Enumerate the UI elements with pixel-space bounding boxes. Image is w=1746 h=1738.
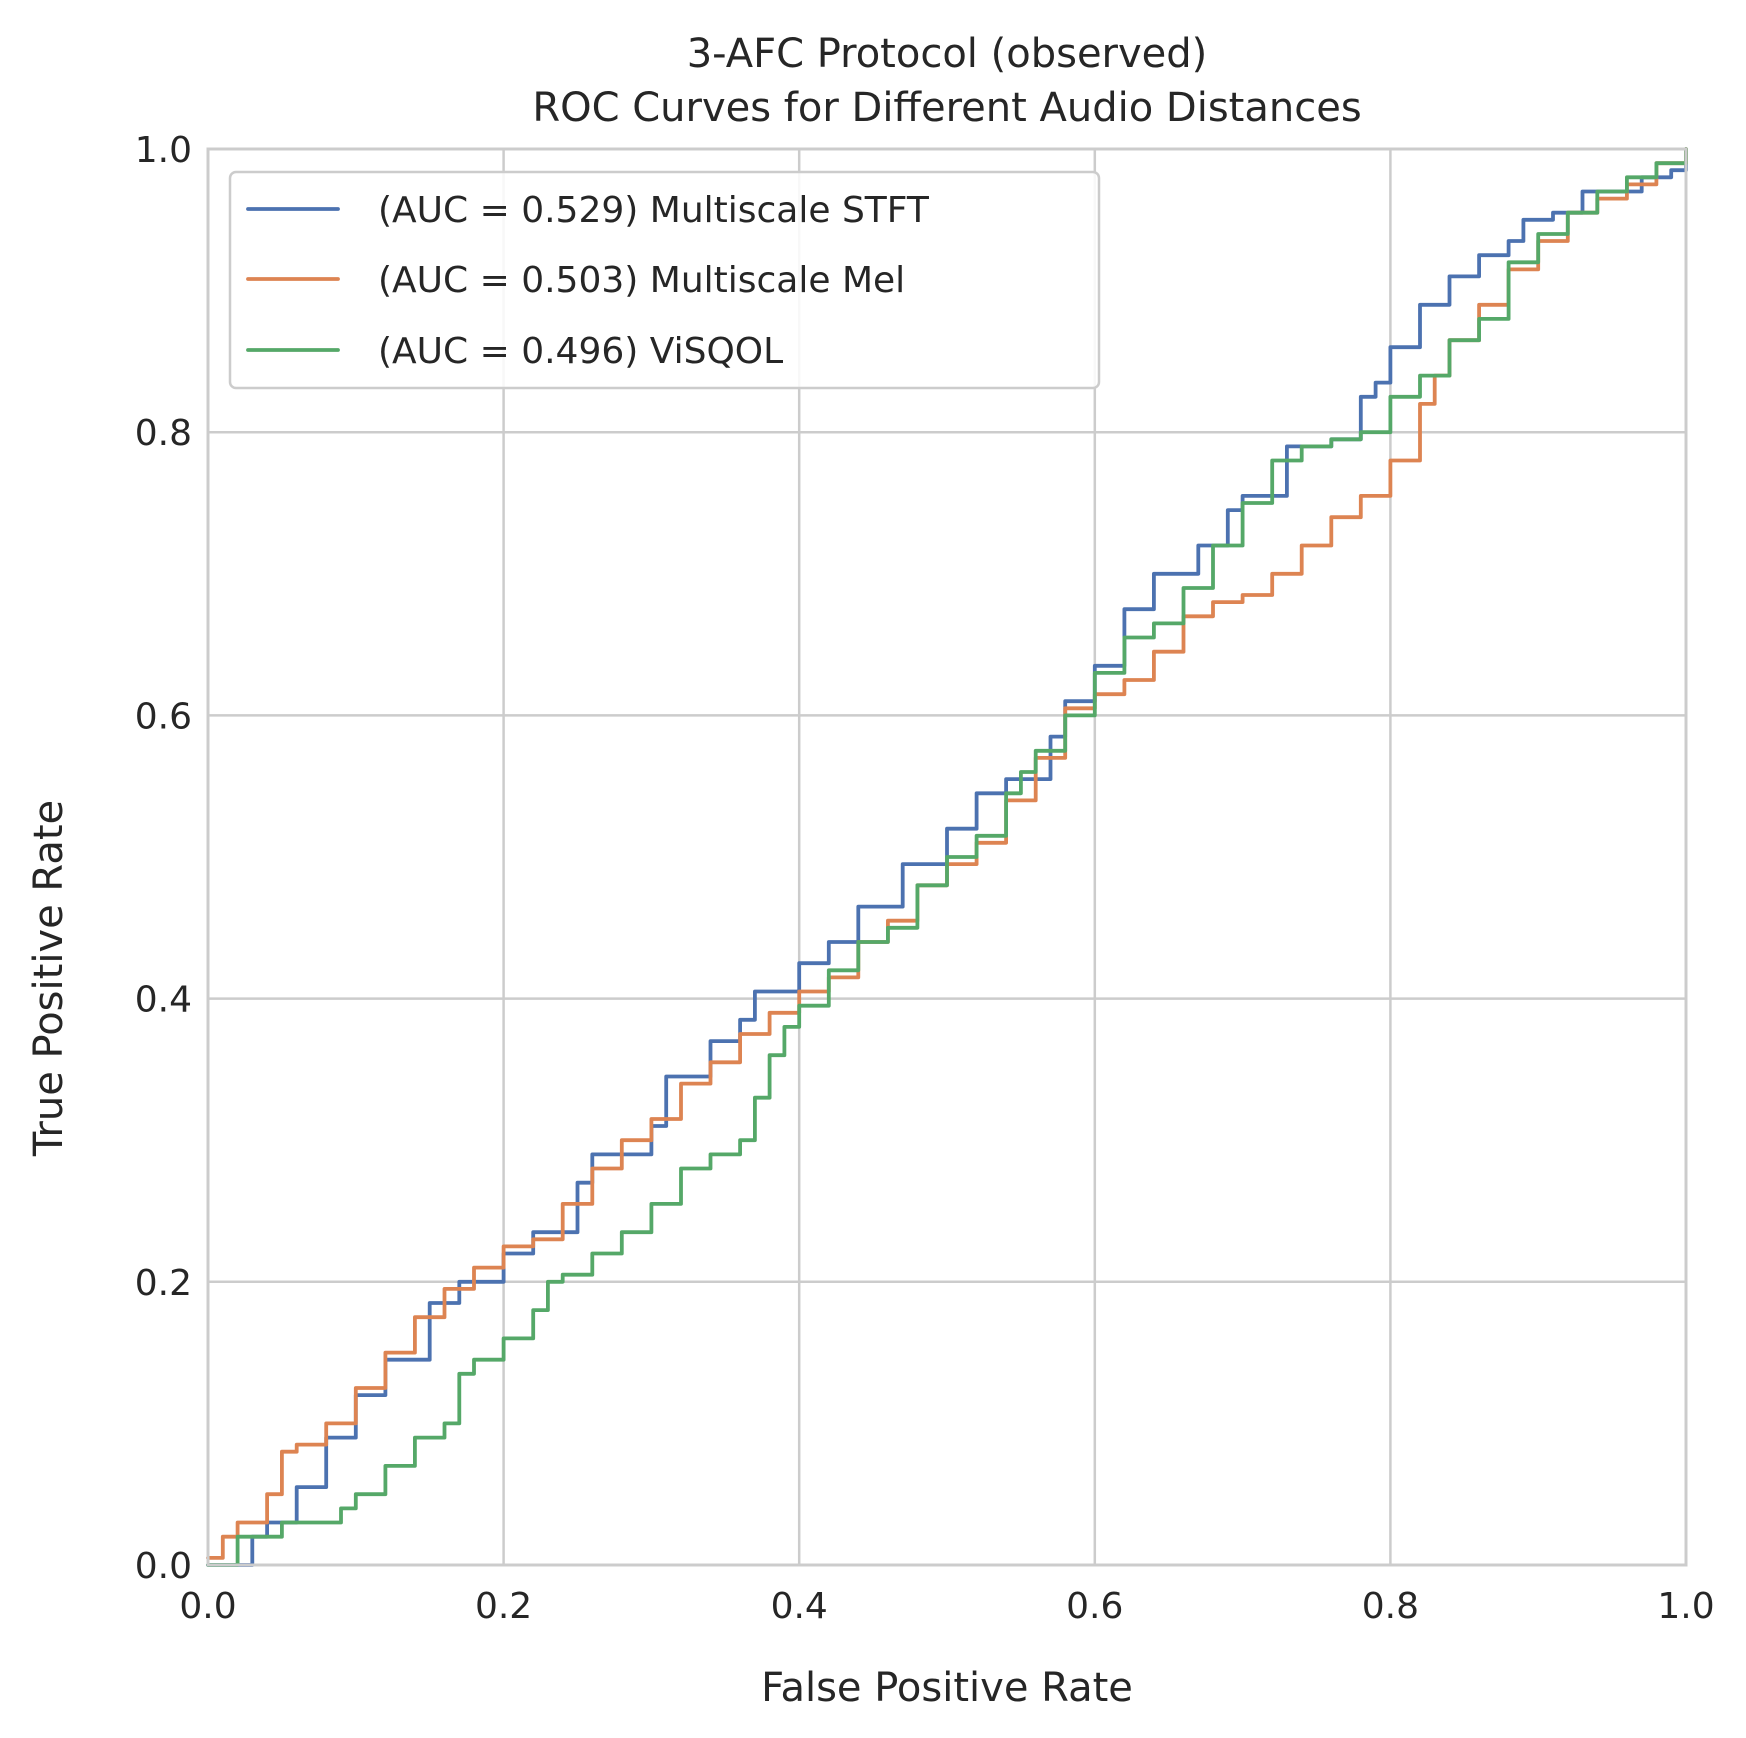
x-tick-label: 0.4 xyxy=(771,1586,828,1627)
x-tick-labels: 0.0 0.2 0.4 0.6 0.8 1.0 xyxy=(179,1586,1714,1627)
y-tick-labels: 0.0 0.2 0.4 0.6 0.8 1.0 xyxy=(135,130,192,1587)
legend-entry-stft: (AUC = 0.529) Multiscale STFT xyxy=(378,190,930,231)
chart-title-line-2: ROC Curves for Different Audio Distances xyxy=(532,85,1361,131)
x-tick-label: 0.0 xyxy=(179,1586,236,1627)
y-tick-label: 0.0 xyxy=(135,1546,192,1587)
y-tick-label: 0.4 xyxy=(135,980,192,1021)
x-tick-label: 0.8 xyxy=(1362,1586,1419,1627)
plot-frame xyxy=(206,147,1688,1567)
legend-box xyxy=(228,170,1101,390)
y-tick-label: 1.0 xyxy=(135,130,192,171)
y-tick-label: 0.2 xyxy=(135,1263,192,1304)
chart-title-line-1: 3-AFC Protocol (observed) xyxy=(687,31,1208,77)
y-axis-label: True Positive Rate xyxy=(26,800,72,1157)
x-tick-label: 0.6 xyxy=(1066,1586,1123,1627)
series-line-stft xyxy=(206,147,1688,1567)
y-tick-label: 0.8 xyxy=(135,413,192,454)
x-tick-label: 1.0 xyxy=(1657,1586,1714,1627)
series-line-visqol xyxy=(206,147,1688,1567)
x-tick-label: 0.2 xyxy=(475,1586,532,1627)
y-tick-label: 0.6 xyxy=(135,696,192,737)
x-axis-label: False Positive Rate xyxy=(761,1665,1133,1711)
series-group xyxy=(206,147,1688,1567)
legend: (AUC = 0.529) Multiscale STFT (AUC = 0.5… xyxy=(228,170,1101,390)
legend-entry-mel: (AUC = 0.503) Multiscale Mel xyxy=(378,260,905,301)
legend-entry-visqol: (AUC = 0.496) ViSQOL xyxy=(378,331,783,372)
